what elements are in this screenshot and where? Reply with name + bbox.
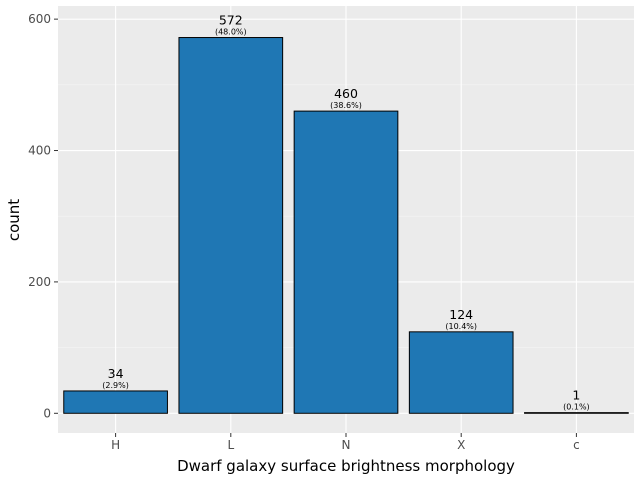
bar-count-label: 572 bbox=[219, 13, 243, 28]
y-tick-label: 200 bbox=[28, 275, 51, 289]
x-tick-label: X bbox=[457, 438, 465, 452]
bars bbox=[63, 37, 629, 414]
x-axis-title: Dwarf galaxy surface brightness morpholo… bbox=[177, 457, 515, 475]
y-axis-title: count bbox=[5, 199, 23, 241]
x-tick-label: L bbox=[227, 438, 234, 452]
bar-count-label: 124 bbox=[449, 307, 473, 322]
bar-percent-label: (0.1%) bbox=[563, 403, 590, 412]
bar-H bbox=[63, 390, 168, 414]
bar-percent-label: (2.9%) bbox=[102, 381, 129, 390]
x-tick-label: H bbox=[111, 438, 120, 452]
bar-X bbox=[408, 331, 514, 414]
bar-count-label: 1 bbox=[572, 388, 580, 403]
y-tick-label: 0 bbox=[43, 406, 51, 420]
bar-percent-label: (48.0%) bbox=[215, 28, 247, 37]
bar-percent-label: (38.6%) bbox=[330, 101, 362, 110]
bar-c bbox=[524, 412, 629, 414]
bar-count-label: 34 bbox=[108, 366, 124, 381]
y-axis: 0 200 400 600 bbox=[28, 12, 58, 420]
y-tick-label: 600 bbox=[28, 12, 51, 26]
bar-count-label: 460 bbox=[334, 86, 358, 101]
bar-percent-label: (10.4%) bbox=[445, 322, 477, 331]
y-tick-label: 400 bbox=[28, 144, 51, 158]
bar-N bbox=[293, 110, 399, 414]
x-tick-label: c bbox=[573, 438, 580, 452]
bar-L bbox=[178, 37, 284, 414]
x-tick-label: N bbox=[342, 438, 351, 452]
bar-labels: 34(2.9%) 572(48.0%) 460(38.6%) 124(10.4%) 1(… bbox=[102, 13, 589, 412]
